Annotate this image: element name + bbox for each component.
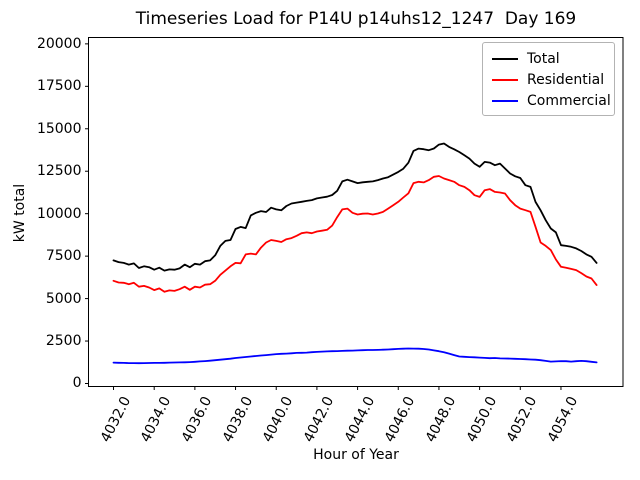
legend-item-residential: Residential — [483, 69, 614, 90]
y-tick-label: 10000 — [36, 205, 82, 222]
legend-item-total: Total — [483, 48, 614, 69]
series-line-total — [112, 142, 598, 272]
legend-item-commercial: Commercial — [483, 90, 614, 111]
legend-line-swatch-total — [492, 57, 518, 60]
legend-label: Residential — [527, 71, 605, 88]
y-tick-label: 17500 — [36, 78, 82, 95]
legend-line-swatch-commercial — [492, 99, 518, 102]
series-line-commercial — [112, 347, 598, 365]
legend-label: Commercial — [527, 92, 611, 109]
y-tick-label: 5000 — [45, 290, 82, 307]
axes-spines — [88, 37, 624, 387]
legend-label: Total — [527, 50, 560, 67]
legend: Total Residential Commercial — [482, 42, 615, 116]
y-tick-label: 20000 — [36, 35, 82, 52]
chart-title: Timeseries Load for P14U p14uhs12_1247 D… — [135, 9, 577, 29]
y-tick-label: 15000 — [36, 120, 82, 137]
y-tick-label: 7500 — [45, 248, 82, 265]
series-line-residential — [112, 175, 598, 293]
y-tick-label: 2500 — [45, 333, 82, 350]
legend-line-swatch-residential — [492, 78, 518, 81]
y-tick-label: 12500 — [36, 163, 82, 180]
x-axis-label: Hour of Year — [313, 447, 399, 463]
y-tick-label: 0 — [72, 375, 82, 392]
